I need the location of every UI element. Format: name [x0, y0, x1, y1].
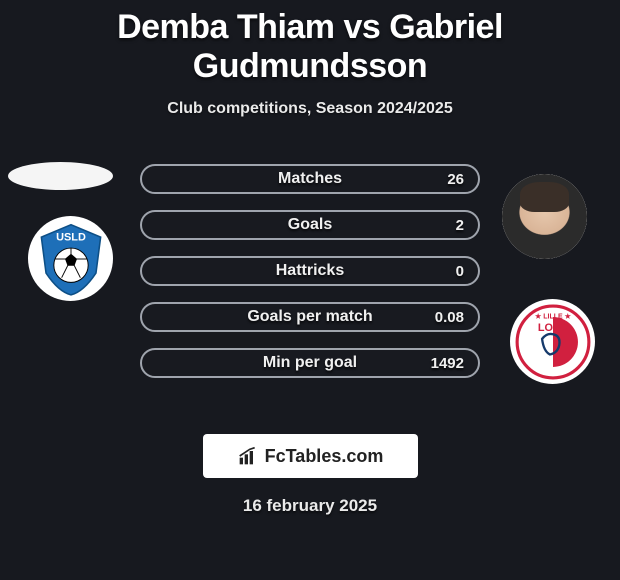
stat-label: Min per goal: [263, 354, 357, 372]
stat-value-right: 1492: [431, 355, 464, 372]
stat-row: Min per goal 1492: [140, 348, 480, 378]
stat-row: Goals per match 0.08: [140, 302, 480, 332]
stat-value-right: 26: [447, 171, 464, 188]
club-left-badge: USLD: [28, 216, 113, 301]
date-label: 16 february 2025: [0, 496, 620, 516]
player-right-avatar: [502, 174, 587, 259]
stat-value-right: 0.08: [435, 309, 464, 326]
club-right-badge: ★ LILLE ★ LOSC: [510, 299, 595, 384]
svg-text:USLD: USLD: [56, 231, 86, 243]
club-left-icon: USLD: [32, 220, 110, 298]
stat-label: Goals: [288, 216, 332, 234]
player-right-face-icon: [502, 174, 587, 259]
club-right-icon: ★ LILLE ★ LOSC: [514, 303, 592, 381]
subtitle: Club competitions, Season 2024/2025: [0, 100, 620, 118]
stat-row: Goals 2: [140, 210, 480, 240]
stat-row: Hattricks 0: [140, 256, 480, 286]
stat-value-right: 2: [456, 217, 464, 234]
brand-box[interactable]: FcTables.com: [203, 434, 418, 478]
player-left-avatar: [8, 162, 113, 190]
brand-label: FcTables.com: [265, 446, 384, 467]
stat-value-right: 0: [456, 263, 464, 280]
stat-label: Matches: [278, 170, 342, 188]
svg-text:LOSC: LOSC: [537, 322, 567, 334]
stat-label: Hattricks: [276, 262, 344, 280]
stat-row: Matches 26: [140, 164, 480, 194]
svg-text:★ LILLE ★: ★ LILLE ★: [535, 312, 572, 320]
stat-label: Goals per match: [247, 308, 372, 326]
bars-icon: [237, 446, 259, 466]
stats-list: Matches 26 Goals 2 Hattricks 0 Goals per match…: [140, 164, 480, 394]
page-title: Demba Thiam vs Gabriel Gudmundsson: [0, 0, 620, 86]
comparison-content: USLD ★ LILLE ★ LOSC Matches 26 Goals 2 Hattr…: [0, 156, 620, 416]
